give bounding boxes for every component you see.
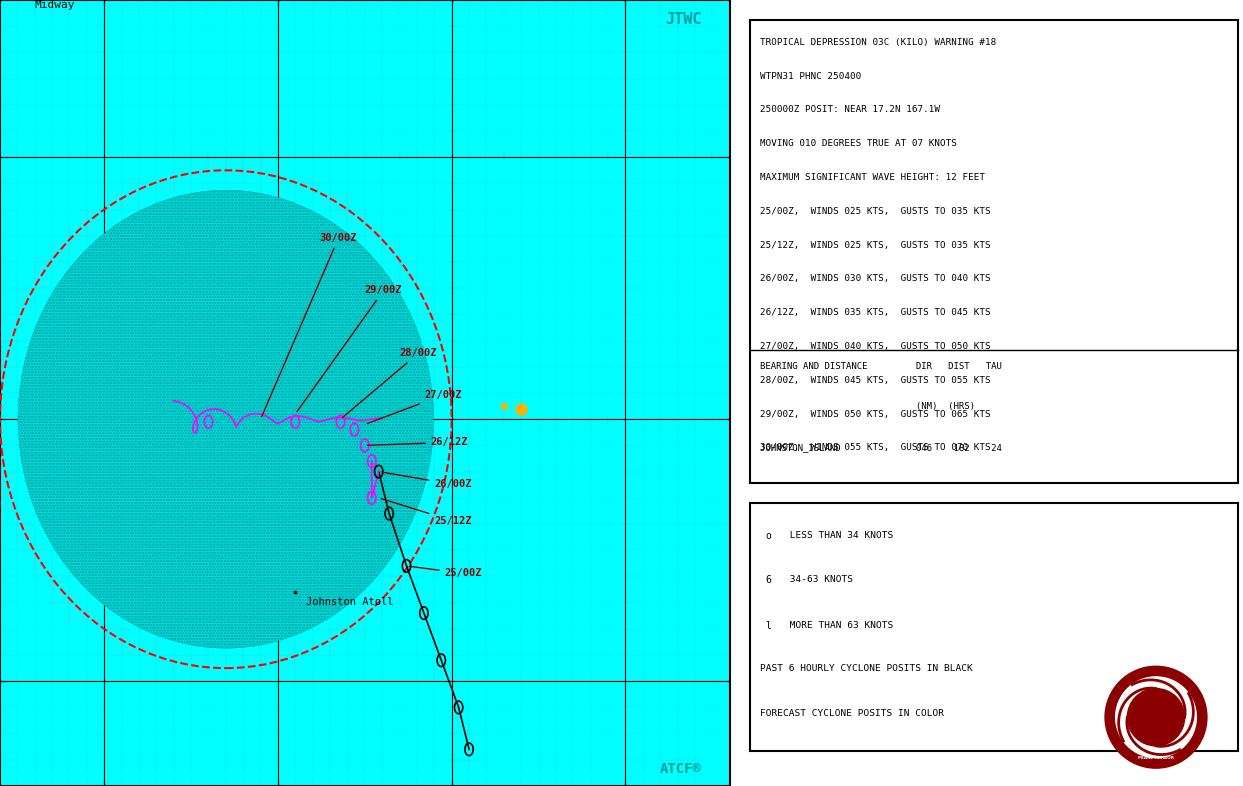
Text: PAST 6 HOURLY CYCLONE POSITS IN BLACK: PAST 6 HOURLY CYCLONE POSITS IN BLACK — [761, 664, 973, 673]
Text: PEARL HARBOR: PEARL HARBOR — [1139, 755, 1173, 759]
Text: 26/12Z: 26/12Z — [368, 437, 469, 447]
Text: 28/00Z,  WINDS 045 KTS,  GUSTS TO 055 KTS: 28/00Z, WINDS 045 KTS, GUSTS TO 055 KTS — [761, 376, 991, 384]
Text: 26/12Z,  WINDS 035 KTS,  GUSTS TO 045 KTS: 26/12Z, WINDS 035 KTS, GUSTS TO 045 KTS — [761, 308, 991, 317]
Text: 30/00Z,  WINDS 055 KTS,  GUSTS TO 070 KTS: 30/00Z, WINDS 055 KTS, GUSTS TO 070 KTS — [761, 443, 991, 452]
Text: l: l — [766, 621, 772, 631]
Text: 25/12Z,  WINDS 025 KTS,  GUSTS TO 035 KTS: 25/12Z, WINDS 025 KTS, GUSTS TO 035 KTS — [761, 241, 991, 249]
FancyBboxPatch shape — [751, 503, 1238, 751]
Text: MOVING 010 DEGREES TRUE AT 07 KNOTS: MOVING 010 DEGREES TRUE AT 07 KNOTS — [761, 139, 957, 148]
Text: 30/00Z: 30/00Z — [262, 233, 357, 417]
Text: JOHNSTON_ISLAND              046    182    24: JOHNSTON_ISLAND 046 182 24 — [761, 443, 1002, 452]
Text: WTPN31 PHNC 250400: WTPN31 PHNC 250400 — [761, 72, 861, 80]
Text: 26/00Z: 26/00Z — [382, 472, 472, 490]
Text: BEARING AND DISTANCE         DIR   DIST   TAU: BEARING AND DISTANCE DIR DIST TAU — [761, 362, 1002, 370]
Text: Midway: Midway — [35, 0, 76, 10]
Text: MAXIMUM SIGNIFICANT WAVE HEIGHT: 12 FEET: MAXIMUM SIGNIFICANT WAVE HEIGHT: 12 FEET — [761, 173, 986, 182]
Text: 25/00Z: 25/00Z — [409, 566, 482, 578]
Text: FORECAST CYCLONE POSITS IN COLOR: FORECAST CYCLONE POSITS IN COLOR — [761, 709, 945, 718]
Text: 28/00Z: 28/00Z — [343, 348, 438, 417]
Text: Johnston Atoll: Johnston Atoll — [306, 597, 393, 608]
Text: 250000Z POSIT: NEAR 17.2N 167.1W: 250000Z POSIT: NEAR 17.2N 167.1W — [761, 105, 941, 114]
Text: ATCF®: ATCF® — [660, 762, 702, 776]
Circle shape — [1105, 667, 1207, 768]
Text: 27/00Z,  WINDS 040 KTS,  GUSTS TO 050 KTS: 27/00Z, WINDS 040 KTS, GUSTS TO 050 KTS — [761, 342, 991, 351]
Circle shape — [1127, 689, 1185, 746]
Text: TROPICAL DEPRESSION 03C (KILO) WARNING #18: TROPICAL DEPRESSION 03C (KILO) WARNING #… — [761, 38, 997, 46]
Text: 25/12Z: 25/12Z — [382, 498, 472, 526]
Text: 27/00Z: 27/00Z — [368, 390, 461, 424]
Text: LESS THAN 34 KNOTS: LESS THAN 34 KNOTS — [783, 531, 892, 539]
Ellipse shape — [19, 190, 434, 648]
Text: 34-63 KNOTS: 34-63 KNOTS — [783, 575, 853, 584]
Text: 29/00Z: 29/00Z — [297, 285, 403, 412]
Text: 26/00Z,  WINDS 030 KTS,  GUSTS TO 040 KTS: 26/00Z, WINDS 030 KTS, GUSTS TO 040 KTS — [761, 274, 991, 283]
Text: MORE THAN 63 KNOTS: MORE THAN 63 KNOTS — [783, 621, 892, 630]
Text: o: o — [766, 531, 772, 541]
Text: 29/00Z,  WINDS 050 KTS,  GUSTS TO 065 KTS: 29/00Z, WINDS 050 KTS, GUSTS TO 065 KTS — [761, 410, 991, 418]
Text: 6: 6 — [766, 575, 772, 586]
FancyBboxPatch shape — [751, 20, 1238, 483]
Text: (NM)  (HRS): (NM) (HRS) — [761, 402, 976, 411]
Text: JTWC: JTWC — [665, 12, 702, 27]
Circle shape — [1116, 677, 1196, 758]
Text: 25/00Z,  WINDS 025 KTS,  GUSTS TO 035 KTS: 25/00Z, WINDS 025 KTS, GUSTS TO 035 KTS — [761, 207, 991, 215]
